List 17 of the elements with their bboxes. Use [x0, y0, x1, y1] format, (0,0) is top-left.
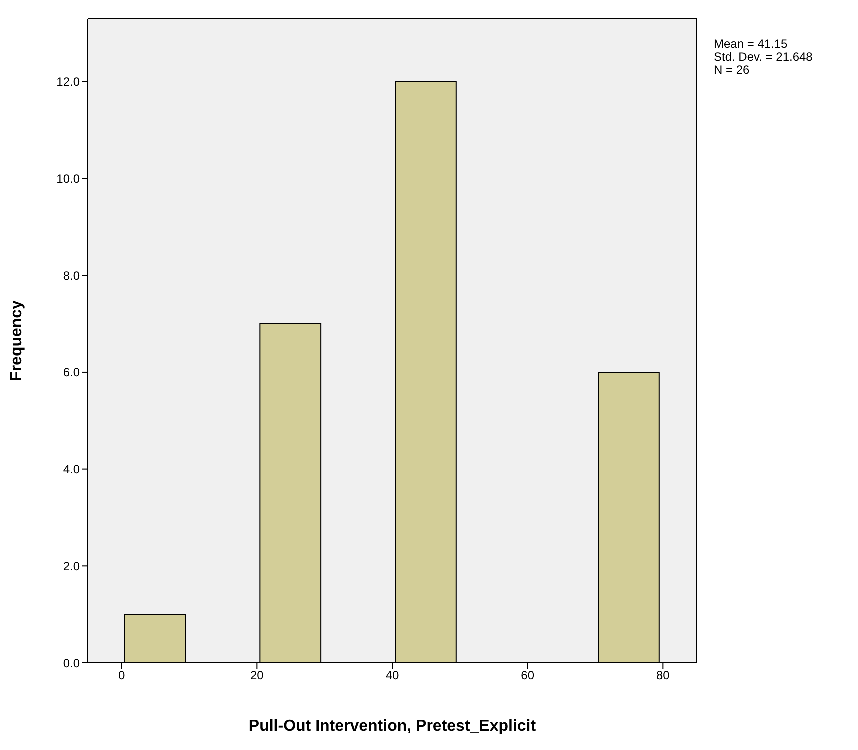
text: N = 26 — [714, 63, 751, 77]
x-tick-label: 20 — [250, 668, 264, 683]
y-axis-title: Frequency — [8, 300, 26, 382]
x-tick-label: 60 — [521, 668, 535, 683]
x-tick-label: 40 — [386, 668, 400, 683]
y-tick-label: 6.0 — [63, 366, 80, 380]
x-tick-label: 80 — [656, 668, 670, 683]
y-tick-label: 2.0 — [63, 559, 80, 574]
x-tick-label: 0 — [118, 668, 126, 683]
x-axis-title: Pull-Out Intervention, Pretest_Explicit — [248, 718, 537, 735]
y-tick-label: 10.0 — [56, 172, 80, 186]
y-tick-label: 12.0 — [56, 75, 80, 90]
y-tick-label: 4.0 — [63, 462, 80, 477]
text: Mean = 41.15 — [714, 37, 789, 51]
y-tick-label: 0.0 — [63, 656, 80, 670]
y-tick-label: 8.0 — [63, 268, 80, 283]
text: Std. Dev. = 21.648 — [714, 50, 813, 64]
